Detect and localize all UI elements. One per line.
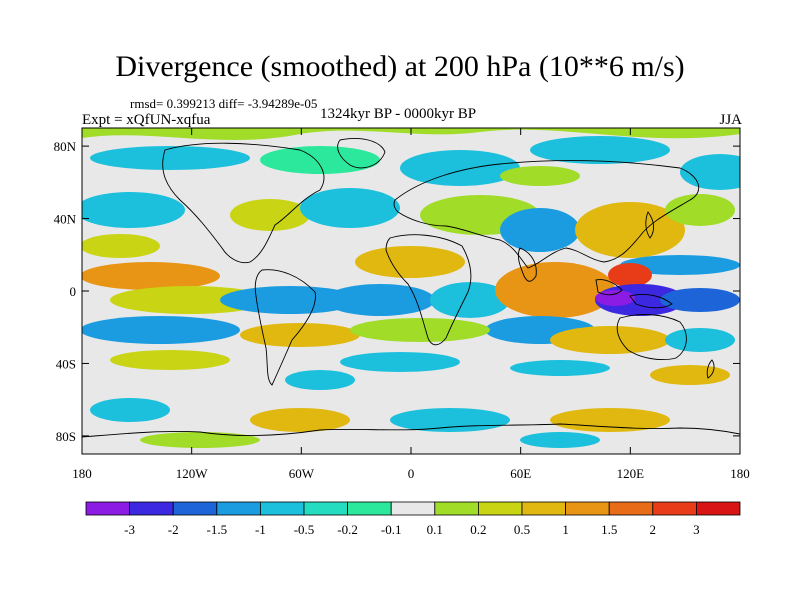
colorbar-label: -3 [124, 522, 135, 537]
colorbar-label: -0.1 [381, 522, 402, 537]
colorbar-swatch [259, 501, 305, 516]
colorbar-label: 1.5 [601, 522, 617, 537]
colorbar-swatch [608, 501, 654, 516]
lat-label: 80S [56, 429, 76, 444]
colorbar-swatch [696, 501, 741, 516]
lon-label: 180 [72, 466, 92, 481]
lat-label: 40N [54, 212, 77, 227]
colorbar-swatch [216, 501, 261, 516]
lon-label: 120W [176, 466, 209, 481]
colorbar-swatch [565, 501, 610, 516]
lon-label: 180 [730, 466, 750, 481]
lat-label: 80N [54, 139, 77, 154]
lat-label: 40S [56, 356, 76, 371]
colorbar-label: -1 [255, 522, 266, 537]
lon-label: 120E [617, 466, 645, 481]
stats-text: rmsd= 0.399213 diff= -3.94289e-05 [130, 96, 318, 111]
colorbar-label: 0.5 [514, 522, 530, 537]
colorbar-swatch [477, 501, 523, 516]
colorbar-label: -0.5 [294, 522, 315, 537]
colorbar-swatch [129, 501, 174, 516]
colorbar-label: -2 [168, 522, 179, 537]
colorbar-swatch [347, 501, 392, 516]
colorbar-label: 2 [650, 522, 657, 537]
colorbar-label: 1 [562, 522, 569, 537]
coastlines [82, 138, 740, 438]
period-text: 1324kyr BP - 0000kyr BP [320, 106, 477, 122]
season-text: JJA [719, 112, 742, 128]
colorbar-label: 3 [693, 522, 700, 537]
colorbar-label: 0.2 [470, 522, 486, 537]
colorbar-swatch [390, 501, 436, 516]
colorbar: -3 -2 -1.5 -1 -0.5 -0.2 -0.1 0.1 0.2 0.5 1 1.5 2 3 [85, 501, 741, 537]
lon-label: 60E [510, 466, 531, 481]
longitude-axis: 180 120W 60W 0 60E 120E 180 [72, 128, 750, 481]
colorbar-label: -0.2 [337, 522, 358, 537]
lon-label: 60W [289, 466, 315, 481]
latitude-axis: 80N 40N 0 40S 80S [54, 139, 740, 444]
colorbar-label: -1.5 [207, 522, 228, 537]
lat-label: 0 [70, 284, 77, 299]
map-title: Divergence (smoothed) at 200 hPa (10**6 … [115, 50, 685, 83]
colorbar-swatch [303, 501, 348, 516]
colorbar-swatch [652, 501, 697, 516]
colorbar-swatch [521, 501, 566, 516]
colorbar-swatch [434, 501, 479, 516]
colorbar-swatch [172, 501, 218, 516]
colorbar-label: 0.1 [427, 522, 443, 537]
colorbar-swatch [85, 501, 130, 516]
lon-label: 0 [408, 466, 415, 481]
experiment-text: Expt = xQfUN-xqfua [82, 112, 211, 128]
divergence-field [82, 128, 740, 448]
